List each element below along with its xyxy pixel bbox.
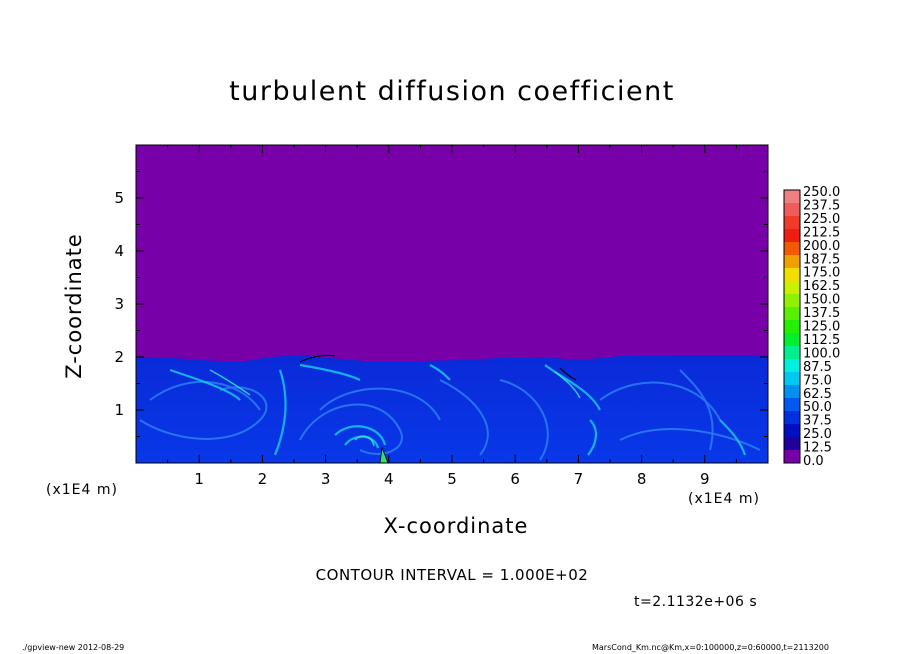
colorbar-cell bbox=[784, 398, 800, 411]
colorbar-label: 175.0 bbox=[803, 266, 840, 281]
colorbar-cell bbox=[784, 385, 800, 398]
x-tick-label: 1 bbox=[194, 470, 204, 488]
turbulent-layer bbox=[136, 355, 768, 463]
y-tick-label: 3 bbox=[114, 295, 124, 313]
colorbar-label: 62.5 bbox=[803, 387, 832, 402]
colorbar-label: 200.0 bbox=[803, 239, 840, 254]
colorbar-label: 0.0 bbox=[803, 454, 824, 469]
colorbar-cell bbox=[784, 242, 800, 255]
colorbar-cell bbox=[784, 424, 800, 437]
colorbar-label: 187.5 bbox=[803, 252, 840, 267]
footer-left: ./gpview-new 2012-08-29 bbox=[22, 643, 125, 652]
colorbar-cell bbox=[784, 255, 800, 268]
colorbar-label: 225.0 bbox=[803, 212, 840, 227]
colorbar-frame bbox=[783, 189, 801, 464]
colorbar-cell bbox=[784, 281, 800, 294]
x-tick-label: 5 bbox=[447, 470, 457, 488]
x-tick-label: 9 bbox=[700, 470, 710, 488]
colorbar-label: 162.5 bbox=[803, 279, 840, 294]
colorbar-cell bbox=[784, 411, 800, 424]
colorbar-label: 50.0 bbox=[803, 400, 832, 415]
colorbar-label: 25.0 bbox=[803, 427, 832, 442]
x-tick-label: 6 bbox=[510, 470, 520, 488]
colorbar-label: 125.0 bbox=[803, 320, 840, 335]
x-axis-label: X-coordinate bbox=[383, 514, 529, 538]
x-tick-label: 7 bbox=[574, 470, 584, 488]
contour-interval-label: CONTOUR INTERVAL = 1.000E+02 bbox=[315, 566, 589, 584]
colorbar-cell bbox=[784, 203, 800, 216]
colorbar-label: 112.5 bbox=[803, 333, 840, 348]
colorbar-label: 12.5 bbox=[803, 441, 832, 456]
colorbar-label: 212.5 bbox=[803, 225, 840, 240]
y-axis-unit: (x1E4 m) bbox=[46, 482, 118, 498]
colorbar-cell bbox=[784, 320, 800, 333]
colorbar-cell bbox=[784, 190, 800, 203]
colorbar-label: 137.5 bbox=[803, 306, 840, 321]
y-tick-label: 1 bbox=[114, 401, 124, 419]
colorbar-cell bbox=[784, 372, 800, 385]
colorbar-cell bbox=[784, 437, 800, 450]
y-tick-label: 4 bbox=[114, 242, 124, 260]
chart-title: turbulent diffusion coefficient bbox=[229, 76, 675, 107]
footer-right: MarsCond_Km.nc@Km,x=0:100000,z=0:60000,t… bbox=[592, 643, 829, 652]
contour-line bbox=[299, 354, 336, 363]
colorbar-cell bbox=[784, 294, 800, 307]
colorbar-label: 87.5 bbox=[803, 360, 832, 375]
colorbar-cell bbox=[784, 268, 800, 281]
x-axis-unit: (x1E4 m) bbox=[688, 491, 760, 507]
colorbar-label: 150.0 bbox=[803, 293, 840, 308]
x-tick-label: 3 bbox=[321, 470, 331, 488]
colorbar-cell bbox=[784, 346, 800, 359]
colorbar-label: 100.0 bbox=[803, 346, 840, 361]
colorbar-cell bbox=[784, 359, 800, 372]
colorbar-cell bbox=[784, 333, 800, 346]
colorbar-cell bbox=[784, 450, 800, 463]
colorbar-cell bbox=[784, 229, 800, 242]
colorbar-cell bbox=[784, 216, 800, 229]
contour-line bbox=[379, 446, 389, 463]
y-tick-label: 2 bbox=[114, 348, 124, 366]
time-label: t=2.1132e+06 s bbox=[634, 594, 758, 610]
colorbar-label: 250.0 bbox=[803, 185, 840, 200]
y-tick-label: 5 bbox=[114, 189, 124, 207]
colorbar-label: 237.5 bbox=[803, 198, 840, 213]
contour-line bbox=[559, 367, 577, 381]
colorbar-label: 37.5 bbox=[803, 414, 832, 429]
x-tick-label: 4 bbox=[384, 470, 394, 488]
colorbar-label: 75.0 bbox=[803, 373, 832, 388]
x-tick-label: 8 bbox=[637, 470, 647, 488]
colorbar-cell bbox=[784, 307, 800, 320]
x-tick-label: 2 bbox=[258, 470, 268, 488]
